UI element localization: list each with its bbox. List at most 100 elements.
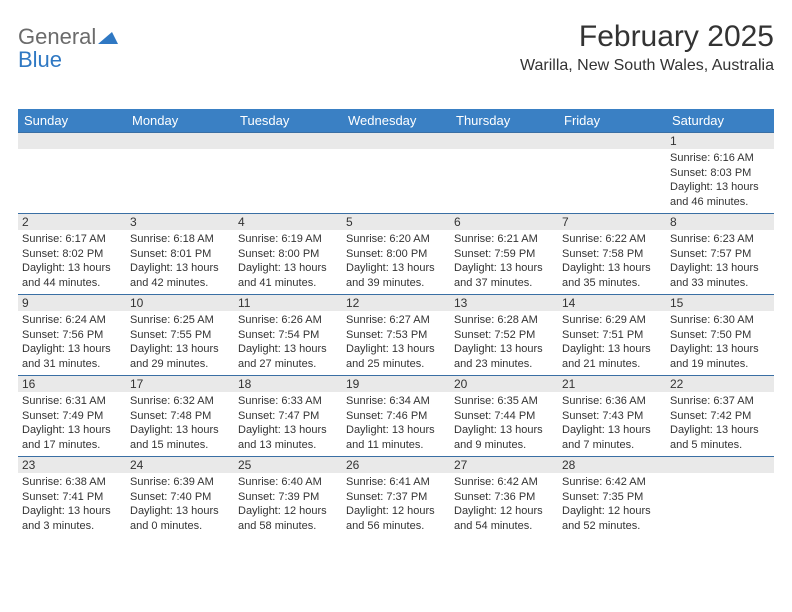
day-detail-line: Sunrise: 6:24 AM bbox=[22, 313, 122, 328]
day-cell: 1Sunrise: 6:16 AMSunset: 8:03 PMDaylight… bbox=[666, 133, 774, 213]
day-detail-line: Sunrise: 6:39 AM bbox=[130, 475, 230, 490]
day-detail-line: Sunset: 7:35 PM bbox=[562, 490, 662, 505]
day-detail-line: and 42 minutes. bbox=[130, 276, 230, 291]
day-detail-line: and 21 minutes. bbox=[562, 357, 662, 372]
day-number: 2 bbox=[18, 214, 126, 230]
week-row: 1Sunrise: 6:16 AMSunset: 8:03 PMDaylight… bbox=[18, 132, 774, 213]
day-number: 12 bbox=[342, 295, 450, 311]
dow-sunday: Sunday bbox=[18, 109, 126, 132]
day-details: Sunrise: 6:33 AMSunset: 7:47 PMDaylight:… bbox=[238, 394, 338, 452]
day-cell: 7 Sunrise: 6:22 AMSunset: 7:58 PMDaylight… bbox=[558, 214, 666, 294]
day-cell: 19Sunrise: 6:34 AMSunset: 7:46 PMDayligh… bbox=[342, 376, 450, 456]
day-details: Sunrise: 6:23 AMSunset: 7:57 PMDaylight:… bbox=[670, 232, 770, 290]
day-cell: 9Sunrise: 6:24 AMSunset: 7:56 PMDaylight… bbox=[18, 295, 126, 375]
day-details: Sunrise: 6:42 AMSunset: 7:36 PMDaylight:… bbox=[454, 475, 554, 533]
day-number bbox=[18, 133, 126, 149]
location-text: Warilla, New South Wales, Australia bbox=[520, 57, 774, 75]
day-detail-line: Sunset: 7:59 PM bbox=[454, 247, 554, 262]
dow-friday: Friday bbox=[558, 109, 666, 132]
day-detail-line: and 9 minutes. bbox=[454, 438, 554, 453]
day-number: 1 bbox=[666, 133, 774, 149]
day-detail-line: Sunrise: 6:17 AM bbox=[22, 232, 122, 247]
day-detail-line: Daylight: 13 hours bbox=[346, 261, 446, 276]
day-detail-line: Sunset: 8:00 PM bbox=[238, 247, 338, 262]
day-cell: 28 Sunrise: 6:42 AMSunset: 7:35 PMDayligh… bbox=[558, 457, 666, 537]
day-detail-line: Sunset: 7:52 PM bbox=[454, 328, 554, 343]
day-number bbox=[666, 457, 774, 473]
day-detail-line: Sunset: 8:03 PM bbox=[670, 166, 770, 181]
day-detail-line: and 54 minutes. bbox=[454, 519, 554, 534]
day-number: 23 bbox=[18, 457, 126, 473]
dow-saturday: Saturday bbox=[666, 109, 774, 132]
day-details: Sunrise: 6:19 AMSunset: 8:00 PMDaylight:… bbox=[238, 232, 338, 290]
day-details: Sunrise: 6:39 AMSunset: 7:40 PMDaylight:… bbox=[130, 475, 230, 533]
day-detail-line: Daylight: 12 hours bbox=[346, 504, 446, 519]
day-number: 24 bbox=[126, 457, 234, 473]
day-cell: 10Sunrise: 6:25 AMSunset: 7:55 PMDayligh… bbox=[126, 295, 234, 375]
day-cell: 5Sunrise: 6:20 AMSunset: 8:00 PMDaylight… bbox=[342, 214, 450, 294]
day-number bbox=[126, 133, 234, 149]
day-detail-line: Sunset: 7:58 PM bbox=[562, 247, 662, 262]
day-detail-line: Sunrise: 6:41 AM bbox=[346, 475, 446, 490]
title-block: February 2025 Warilla, New South Wales, … bbox=[520, 20, 774, 75]
day-detail-line: Sunset: 7:42 PM bbox=[670, 409, 770, 424]
day-detail-line: and 13 minutes. bbox=[238, 438, 338, 453]
day-details: Sunrise: 6:30 AMSunset: 7:50 PMDaylight:… bbox=[670, 313, 770, 371]
day-detail-line: Sunset: 7:40 PM bbox=[130, 490, 230, 505]
day-detail-line: Sunset: 7:39 PM bbox=[238, 490, 338, 505]
day-cell: 21Sunrise: 6:36 AMSunset: 7:43 PMDayligh… bbox=[558, 376, 666, 456]
day-cell: 18 Sunrise: 6:33 AMSunset: 7:47 PMDayligh… bbox=[234, 376, 342, 456]
day-detail-line: Sunset: 7:49 PM bbox=[22, 409, 122, 424]
day-detail-line: Daylight: 13 hours bbox=[670, 342, 770, 357]
dow-wednesday: Wednesday bbox=[342, 109, 450, 132]
day-detail-line: Daylight: 13 hours bbox=[130, 342, 230, 357]
day-detail-line: Sunrise: 6:34 AM bbox=[346, 394, 446, 409]
week-row: 16Sunrise: 6:31 AMSunset: 7:49 PMDayligh… bbox=[18, 375, 774, 456]
day-detail-line: Daylight: 13 hours bbox=[22, 261, 122, 276]
day-details: Sunrise: 6:42 AMSunset: 7:35 PMDaylight:… bbox=[562, 475, 662, 533]
day-detail-line: Sunrise: 6:19 AM bbox=[238, 232, 338, 247]
day-cell bbox=[666, 457, 774, 537]
day-details: Sunrise: 6:27 AMSunset: 7:53 PMDaylight:… bbox=[346, 313, 446, 371]
day-detail-line: and 27 minutes. bbox=[238, 357, 338, 372]
day-detail-line: Daylight: 13 hours bbox=[670, 261, 770, 276]
day-number: 14 bbox=[558, 295, 666, 311]
brand-triangle-icon bbox=[98, 24, 118, 50]
day-detail-line: Daylight: 13 hours bbox=[130, 261, 230, 276]
day-cell bbox=[558, 133, 666, 213]
day-cell: 25Sunrise: 6:40 AMSunset: 7:39 PMDayligh… bbox=[234, 457, 342, 537]
day-detail-line: and 3 minutes. bbox=[22, 519, 122, 534]
day-detail-line: Sunset: 8:00 PM bbox=[346, 247, 446, 262]
day-detail-line: Sunset: 7:36 PM bbox=[454, 490, 554, 505]
day-detail-line: and 7 minutes. bbox=[562, 438, 662, 453]
day-detail-line: Sunset: 7:54 PM bbox=[238, 328, 338, 343]
day-number: 28 bbox=[558, 457, 666, 473]
day-detail-line: Daylight: 13 hours bbox=[130, 504, 230, 519]
day-cell bbox=[450, 133, 558, 213]
day-detail-line: Daylight: 12 hours bbox=[454, 504, 554, 519]
day-detail-line: and 29 minutes. bbox=[130, 357, 230, 372]
day-detail-line: and 15 minutes. bbox=[130, 438, 230, 453]
day-detail-line: Daylight: 12 hours bbox=[238, 504, 338, 519]
day-detail-line: Sunrise: 6:27 AM bbox=[346, 313, 446, 328]
day-detail-line: and 5 minutes. bbox=[670, 438, 770, 453]
day-cell: 13Sunrise: 6:28 AMSunset: 7:52 PMDayligh… bbox=[450, 295, 558, 375]
day-details: Sunrise: 6:22 AMSunset: 7:58 PMDaylight:… bbox=[562, 232, 662, 290]
day-detail-line: and 58 minutes. bbox=[238, 519, 338, 534]
day-details: Sunrise: 6:24 AMSunset: 7:56 PMDaylight:… bbox=[22, 313, 122, 371]
day-cell bbox=[234, 133, 342, 213]
day-number: 16 bbox=[18, 376, 126, 392]
day-number bbox=[558, 133, 666, 149]
day-detail-line: and 39 minutes. bbox=[346, 276, 446, 291]
day-detail-line: and 46 minutes. bbox=[670, 195, 770, 210]
day-number: 18 bbox=[234, 376, 342, 392]
day-cell: 8Sunrise: 6:23 AMSunset: 7:57 PMDaylight… bbox=[666, 214, 774, 294]
day-detail-line: Sunset: 7:51 PM bbox=[562, 328, 662, 343]
day-detail-line: Sunrise: 6:30 AM bbox=[670, 313, 770, 328]
weeks-container: 1Sunrise: 6:16 AMSunset: 8:03 PMDaylight… bbox=[18, 132, 774, 537]
day-detail-line: Sunrise: 6:23 AM bbox=[670, 232, 770, 247]
day-number: 3 bbox=[126, 214, 234, 230]
day-cell: 14Sunrise: 6:29 AMSunset: 7:51 PMDayligh… bbox=[558, 295, 666, 375]
day-number: 7 bbox=[558, 214, 666, 230]
day-number: 4 bbox=[234, 214, 342, 230]
